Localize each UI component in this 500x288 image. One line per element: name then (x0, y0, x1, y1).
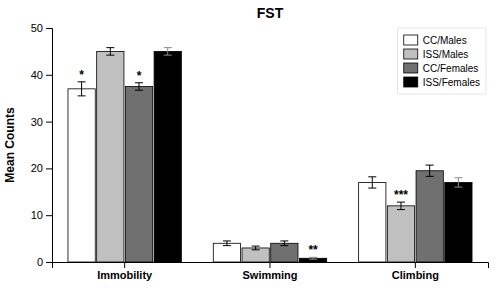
legend-swatch (404, 77, 418, 87)
legend-label: ISS/Males (423, 49, 469, 60)
error-bar (106, 48, 114, 55)
legend-item: ISS/Males (404, 49, 469, 60)
y-tick: 40 (31, 69, 52, 81)
legend-label: ISS/Females (423, 77, 480, 88)
bar-series (97, 51, 415, 262)
y-tick-label: 40 (31, 69, 43, 81)
error-bar (309, 257, 317, 259)
annotations: ******* (79, 68, 408, 258)
y-tick: 50 (31, 22, 52, 34)
x-axis-line (53, 263, 489, 269)
bar (154, 51, 181, 262)
legend-item: ISS/Females (404, 77, 480, 88)
title: FST (257, 5, 284, 21)
error-bars (78, 48, 463, 260)
y-tick-label: 10 (31, 209, 43, 221)
error-bar (252, 246, 260, 250)
legend-frame (398, 28, 486, 94)
bar (299, 258, 326, 262)
annotation: * (79, 68, 84, 82)
bar (68, 89, 95, 262)
annotation: *** (394, 188, 408, 202)
bar (359, 182, 386, 262)
plot-area: 01020304050ImmobilitySwimmingClimbing***… (31, 22, 489, 281)
legend-item: CC/Females (404, 63, 479, 74)
legend-label: CC/Females (423, 63, 479, 74)
error-bar (426, 165, 434, 176)
y-tick: 20 (31, 162, 52, 174)
y-tick: 30 (31, 116, 52, 128)
x-tick-label: Immobility (97, 269, 153, 281)
y-tick-label: 50 (31, 22, 43, 34)
y-tick-label: 30 (31, 116, 43, 128)
chart-svg: 01020304050ImmobilitySwimmingClimbing***… (0, 0, 500, 288)
error-bar (397, 202, 405, 209)
bar (97, 51, 124, 262)
legend-swatch (404, 63, 418, 73)
y-tick-label: 0 (37, 256, 43, 268)
legend-label: CC/Males (423, 35, 467, 46)
y-tick-line (46, 262, 52, 263)
x-tick: Swimming (242, 262, 297, 281)
annotation: ** (308, 243, 318, 257)
x-tick: Immobility (97, 262, 153, 281)
x-tick: Climbing (392, 262, 439, 281)
y-tick-line (46, 215, 52, 216)
x-tick-line (124, 262, 125, 268)
error-bar (223, 241, 231, 246)
y-tick: 0 (37, 256, 52, 268)
legend-item: CC/Males (404, 35, 467, 46)
error-bar (280, 241, 288, 246)
y-tick-label: 20 (31, 162, 43, 174)
x-tick-label: Swimming (242, 269, 297, 281)
y-tick-line (46, 28, 52, 29)
legend-swatch (404, 49, 418, 59)
bars (68, 48, 472, 262)
y-tick-line (46, 75, 52, 76)
x-tick-line (270, 262, 271, 268)
bar (125, 87, 152, 263)
error-bar (164, 48, 172, 55)
y-tick-line (46, 122, 52, 123)
y-tick-line (46, 168, 52, 169)
error-bar (135, 83, 143, 90)
error-bar (78, 82, 86, 96)
chart-container: 01020304050ImmobilitySwimmingClimbing***… (0, 0, 500, 288)
annotation: * (137, 69, 142, 83)
bar (445, 182, 472, 262)
legend-swatch (404, 35, 418, 45)
bar (416, 171, 443, 262)
x-tick-line (415, 262, 416, 268)
bar (387, 206, 414, 262)
error-bar (368, 177, 376, 188)
error-bar (454, 178, 462, 187)
x-axis: Immobility Swimming Climbing (53, 262, 489, 281)
y-axis: 0 10 20 30 40 50 (31, 22, 53, 268)
y-axis-title: Mean Counts (3, 107, 17, 183)
legend: CC/Males ISS/Males CC/Females ISS/Females (398, 28, 486, 94)
y-tick: 10 (31, 209, 52, 221)
x-tick-label: Climbing (392, 269, 439, 281)
y-axis-line (46, 29, 53, 263)
